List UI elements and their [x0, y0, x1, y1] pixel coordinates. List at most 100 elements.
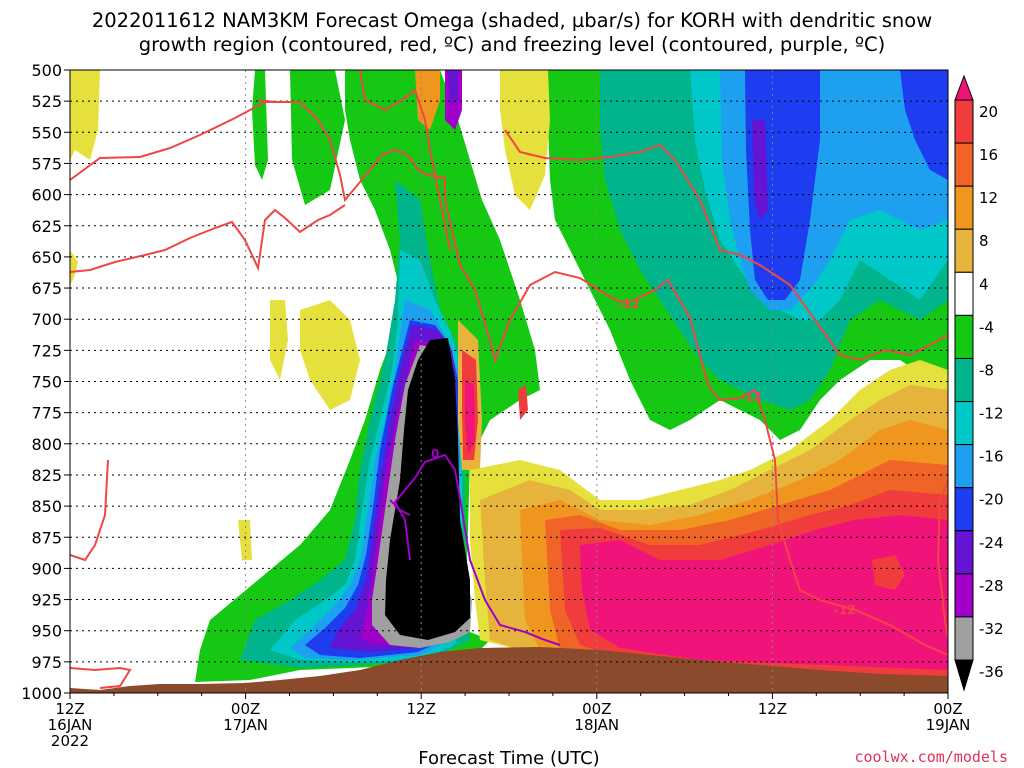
- colorbar-tick-label: -20: [979, 491, 1004, 509]
- y-tick-label: 875: [31, 528, 62, 547]
- x-tick-label: 2022: [51, 732, 89, 750]
- colorbar-bin: [954, 530, 974, 575]
- omega-area-orange-top: [415, 70, 440, 130]
- colorbar-bin: [954, 142, 974, 187]
- omega-area-black: [385, 338, 470, 640]
- y-tick-label: 650: [31, 248, 62, 267]
- y-tick-label: 625: [31, 217, 62, 236]
- colorbar-bin: [954, 659, 974, 692]
- dgz-contour-right: [504, 129, 948, 362]
- omega-area-purple-top-inner: [448, 70, 458, 105]
- omega-area-green: [252, 70, 268, 180]
- omega-area-yellow-mid: [300, 300, 360, 410]
- y-tick-label: 925: [31, 591, 62, 610]
- colorbar-bin: [954, 444, 974, 489]
- chart-title-line2: growth region (contoured, red, ºC) and f…: [139, 33, 886, 56]
- y-tick-label: 700: [31, 310, 62, 329]
- y-tick-label: 800: [31, 435, 62, 454]
- x-tick-label: 18JAN: [574, 716, 619, 734]
- y-tick-label: 975: [31, 653, 62, 672]
- colorbar-bin: [954, 401, 974, 446]
- y-tick-label: 675: [31, 279, 62, 298]
- y-tick-label: 850: [31, 497, 62, 516]
- colorbar-bin: [954, 99, 974, 144]
- colorbar-tick-label: -28: [979, 577, 1004, 595]
- colorbar-tick-label: -16: [979, 448, 1004, 466]
- y-tick-label: 525: [31, 92, 62, 111]
- x-tick-label: 16JAN: [48, 716, 93, 734]
- y-axis: 500 525 550 575 600 625 650 675 700 725 750 775 800 8…: [21, 61, 70, 703]
- y-tick-label: 825: [31, 466, 62, 485]
- y-tick-label: 950: [31, 622, 62, 641]
- x-tick-label: 00Z: [582, 700, 611, 718]
- y-tick-label: 900: [31, 559, 62, 578]
- x-tick-label: 00Z: [231, 700, 260, 718]
- omega-area-red-spot: [872, 555, 905, 590]
- x-tick-label: 12Z: [758, 700, 787, 718]
- dgz-contour-top: [257, 70, 451, 251]
- colorbar-tick-label: 20: [979, 103, 998, 121]
- freezing-contour-inner: [389, 499, 411, 516]
- dgz-contour-upper: [70, 101, 948, 656]
- colorbar-tick-label: 12: [979, 189, 998, 207]
- x-axis-title: Forecast Time (UTC): [418, 748, 599, 768]
- omega-area-yellow-topleft: [70, 70, 100, 160]
- omega-area-yellow-right: [500, 70, 550, 210]
- credit-text: coolwx.com/models: [854, 748, 1008, 766]
- y-tick-label: 500: [31, 61, 62, 80]
- omega-area-blue-right2: [900, 70, 948, 180]
- y-tick-label: 750: [31, 373, 62, 392]
- colorbar-tick-label: -4: [979, 318, 994, 336]
- x-tick-label: 19JAN: [926, 716, 971, 734]
- x-tick-label: 17JAN: [223, 716, 268, 734]
- colorbar-tick-label: -8: [979, 361, 994, 379]
- contour-label-dgz-3: -12: [834, 603, 856, 617]
- freezing-contour: [393, 453, 561, 646]
- colorbar-bin: [954, 74, 974, 101]
- terrain: [70, 647, 948, 693]
- y-tick-label: 575: [31, 154, 62, 173]
- colorbar-bin: [954, 573, 974, 618]
- colorbar-bin: [954, 314, 974, 359]
- contours: [70, 70, 948, 689]
- contour-label-dgz-2: -12: [740, 390, 762, 404]
- colorbar-tick-label: 4: [979, 275, 989, 293]
- dgz-contour-upper-2: [70, 204, 346, 273]
- x-tick-label: 12Z: [55, 700, 84, 718]
- colorbar-bin: [954, 487, 974, 532]
- contour-label-dgz-1: -12: [618, 297, 640, 311]
- x-tick-label: 00Z: [933, 700, 962, 718]
- colorbar-bin: [954, 185, 974, 230]
- colorbar-tick-label: -32: [979, 620, 1004, 638]
- omega-area-green-2: [290, 70, 345, 205]
- omega-area-yellow-left3: [238, 520, 252, 560]
- colorbar-tick-label: -24: [979, 534, 1004, 552]
- colorbar-tick-label: 8: [979, 232, 989, 250]
- y-tick-label: 1000: [21, 684, 62, 703]
- colorbar: 20 16 12 8 4 -4 -8 -12 -16 -20 -24 -28 -32 -36: [954, 74, 1004, 692]
- omega-area-yellow-left2: [270, 300, 288, 380]
- colorbar-tick-label: -12: [979, 405, 1004, 423]
- omega-area-pink-lower: [580, 515, 948, 670]
- x-tick-label: 12Z: [407, 700, 436, 718]
- colorbar-bin: [954, 357, 974, 403]
- y-tick-label: 550: [31, 123, 62, 142]
- colorbar-tick-label: -36: [979, 663, 1004, 681]
- plot-area: [70, 70, 948, 693]
- dgz-contour-bottomleft: [70, 459, 132, 689]
- y-tick-label: 600: [31, 186, 62, 205]
- dgz-contour-rightedge: [936, 479, 948, 641]
- omega-shading: [70, 70, 948, 682]
- omega-area-narrow-down-pink: [465, 380, 475, 455]
- omega-area-red-streak: [518, 385, 528, 420]
- grid: [70, 70, 948, 693]
- colorbar-bin: [954, 616, 974, 661]
- colorbar-bin: [954, 228, 974, 273]
- contour-label-freezing: 0: [431, 447, 439, 461]
- chart-title-line1: 2022011612 NAM3KM Forecast Omega (shaded…: [92, 9, 932, 32]
- y-tick-label: 725: [31, 341, 62, 360]
- colorbar-tick-label: 16: [979, 146, 998, 164]
- y-tick-label: 775: [31, 404, 62, 423]
